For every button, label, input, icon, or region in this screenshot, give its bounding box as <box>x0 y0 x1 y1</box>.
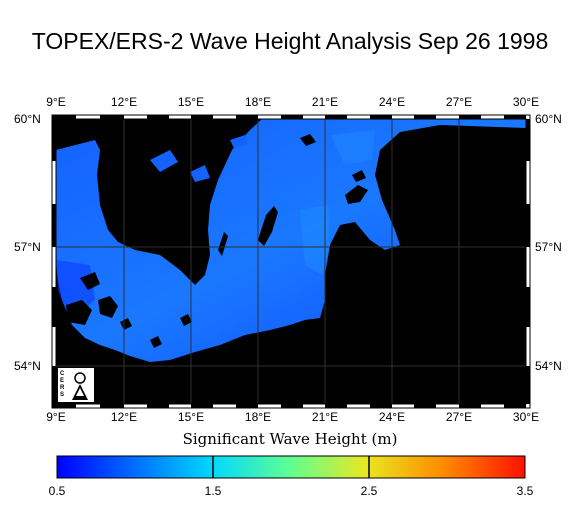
wave-patch <box>330 130 375 165</box>
island <box>258 206 278 246</box>
svg-text:C: C <box>60 371 65 377</box>
lon-tick-label-bottom: 15°E <box>177 410 205 424</box>
island <box>120 318 132 330</box>
lon-tick-label-top: 18°E <box>244 95 272 109</box>
lon-tick-label-top: 24°E <box>378 95 406 109</box>
lon-tick-label-bottom: 24°E <box>378 410 406 424</box>
frame-ticks <box>52 115 530 408</box>
lat-tick-label-right: 57°N <box>535 240 562 254</box>
colorbar-tick-label: 3.5 <box>516 484 534 498</box>
lon-tick-label-bottom: 18°E <box>244 410 272 424</box>
lon-tick-label-bottom: 9°E <box>46 410 66 424</box>
lon-tick-label-bottom: 12°E <box>110 410 138 424</box>
colorbar-tick-label: 2.5 <box>360 484 378 498</box>
map-area <box>56 119 526 404</box>
wave-patch <box>300 205 330 275</box>
colorbar-title: Significant Wave Height (m) <box>182 430 398 448</box>
lon-tick-label-top: 12°E <box>110 95 138 109</box>
island <box>218 232 228 256</box>
island <box>352 170 366 182</box>
lon-tick-label-top: 21°E <box>311 95 339 109</box>
lake <box>190 165 210 182</box>
colorbar-tick-label: 0.5 <box>48 484 66 498</box>
lake <box>150 150 178 172</box>
lake <box>230 135 248 148</box>
lon-tick-label-top: 27°E <box>445 95 473 109</box>
island <box>66 300 92 325</box>
island <box>98 296 118 318</box>
map-frame <box>51 114 531 409</box>
island <box>80 272 100 290</box>
lat-tick-label-left: 60°N <box>14 112 41 126</box>
page-title: TOPEX/ERS-2 Wave Height Analysis Sep 26 … <box>31 28 549 54</box>
svg-text:R: R <box>60 385 65 391</box>
colorbar-tick-label: 1.5 <box>204 484 222 498</box>
lon-tick-label-bottom: 27°E <box>445 410 473 424</box>
lon-tick-label-bottom: 30°E <box>512 410 540 424</box>
lon-tick-label-bottom: 21°E <box>311 410 339 424</box>
island <box>180 314 192 326</box>
island <box>300 134 316 146</box>
lat-tick-label-left: 57°N <box>14 240 41 254</box>
lon-tick-label-top: 9°E <box>46 95 66 109</box>
sea-region <box>56 119 526 362</box>
cersat-logo: CER S <box>58 368 94 402</box>
island <box>345 185 368 204</box>
graticule <box>56 119 526 404</box>
lat-tick-label-left: 54°N <box>14 359 41 373</box>
svg-text:E: E <box>60 378 64 384</box>
colorbar <box>56 455 526 479</box>
lon-tick-label-top: 30°E <box>512 95 540 109</box>
island <box>150 336 162 348</box>
svg-text:S: S <box>60 392 64 398</box>
lat-tick-label-right: 60°N <box>535 112 562 126</box>
lat-tick-label-right: 54°N <box>535 359 562 373</box>
lon-tick-label-top: 15°E <box>177 95 205 109</box>
